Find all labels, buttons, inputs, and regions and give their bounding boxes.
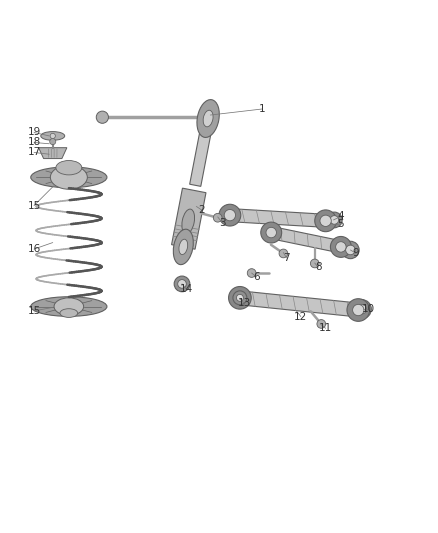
Text: 9: 9 [353, 248, 360, 259]
Text: 2: 2 [198, 205, 205, 215]
Circle shape [237, 294, 244, 301]
Ellipse shape [203, 110, 213, 127]
Circle shape [234, 292, 246, 303]
Circle shape [247, 269, 256, 277]
Circle shape [317, 320, 325, 328]
Circle shape [352, 300, 371, 319]
Ellipse shape [41, 132, 65, 140]
Bar [172, 188, 206, 249]
Bar [239, 291, 359, 317]
Bar [230, 208, 326, 227]
Text: 6: 6 [253, 272, 260, 282]
Circle shape [266, 228, 276, 238]
Circle shape [279, 249, 288, 258]
Circle shape [49, 139, 56, 144]
Circle shape [229, 287, 251, 309]
Circle shape [96, 111, 109, 123]
Text: 1: 1 [259, 104, 266, 114]
Polygon shape [39, 148, 67, 158]
Circle shape [346, 245, 355, 255]
Text: 7: 7 [283, 253, 290, 263]
Circle shape [320, 215, 331, 227]
Text: 3: 3 [219, 218, 226, 228]
Text: 4: 4 [338, 212, 344, 221]
Circle shape [219, 204, 241, 226]
Text: 10: 10 [362, 304, 375, 314]
Circle shape [326, 212, 342, 228]
Circle shape [330, 216, 339, 224]
Text: 13: 13 [238, 298, 251, 309]
Circle shape [174, 276, 190, 292]
Ellipse shape [31, 167, 107, 188]
Circle shape [311, 259, 319, 268]
Ellipse shape [54, 298, 84, 315]
Ellipse shape [31, 297, 107, 316]
Bar [270, 227, 342, 253]
Circle shape [224, 209, 236, 221]
Ellipse shape [182, 209, 194, 234]
Text: 15: 15 [28, 200, 41, 211]
Circle shape [315, 210, 336, 232]
Circle shape [347, 298, 370, 321]
Circle shape [353, 304, 364, 316]
Text: 11: 11 [319, 324, 332, 333]
Bar [190, 117, 214, 187]
Text: 18: 18 [28, 138, 41, 148]
Circle shape [342, 241, 359, 259]
Circle shape [213, 213, 222, 222]
Ellipse shape [50, 165, 87, 189]
Text: 16: 16 [28, 244, 41, 254]
Ellipse shape [197, 100, 219, 138]
Text: 5: 5 [338, 219, 344, 229]
Circle shape [357, 304, 367, 314]
Circle shape [233, 291, 247, 305]
Circle shape [330, 237, 351, 257]
Text: 19: 19 [28, 127, 41, 138]
Circle shape [336, 241, 346, 252]
Text: 12: 12 [294, 312, 307, 321]
Circle shape [50, 133, 55, 139]
Circle shape [261, 222, 282, 243]
Ellipse shape [60, 309, 78, 318]
Text: 14: 14 [180, 284, 193, 294]
Text: 17: 17 [28, 148, 41, 157]
Circle shape [178, 280, 186, 288]
Text: 8: 8 [315, 262, 321, 272]
Text: 15: 15 [28, 306, 41, 316]
Ellipse shape [179, 239, 187, 255]
Ellipse shape [56, 160, 82, 175]
Ellipse shape [173, 229, 193, 265]
